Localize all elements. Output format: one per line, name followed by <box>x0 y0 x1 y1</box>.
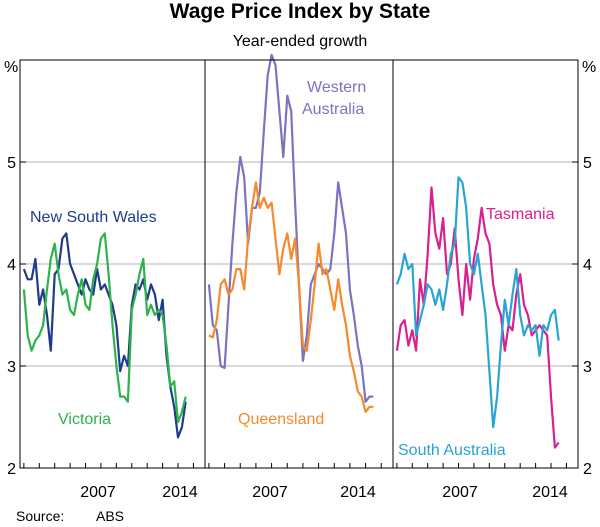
series-line-vic <box>22 232 187 424</box>
x-tick-label-p2-2014: 2014 <box>340 484 376 501</box>
series-line-sa <box>395 176 560 429</box>
y-tick-label-left-4: 4 <box>7 257 16 274</box>
series-label-tas: Tasmania <box>486 206 555 223</box>
series-line-qld <box>208 181 374 413</box>
x-tick-label-p3-2014: 2014 <box>532 484 568 501</box>
series-line-wa <box>207 53 374 403</box>
x-tick-label-p3-2007: 2007 <box>442 484 478 501</box>
y-axis-unit-right: % <box>582 59 596 76</box>
y-axis-unit-left: % <box>4 59 18 76</box>
y-tick-label-left-5: 5 <box>7 155 16 172</box>
source-value: ABS <box>96 508 124 524</box>
chart-title: Wage Price Index by State <box>170 0 431 23</box>
y-tick-label-left-2: 2 <box>7 461 16 478</box>
plot-frame <box>19 59 579 469</box>
y-tick-label-right-5: 5 <box>583 155 592 172</box>
series-label-qld: Queensland <box>238 411 324 428</box>
series-label-nsw: New South Wales <box>30 209 157 226</box>
x-tick-label-p2-2007: 2007 <box>252 484 288 501</box>
y-tick-label-right-4: 4 <box>583 257 592 274</box>
series-label-vic: Victoria <box>58 411 111 428</box>
y-tick-labels: 2 2 3 3 4 4 5 5 <box>7 155 592 478</box>
chart-subtitle: Year-ended growth <box>233 33 368 50</box>
x-tick-label-p1-2007: 2007 <box>80 484 116 501</box>
series-line-nsw <box>22 232 187 439</box>
x-tick-label-p1-2014: 2014 <box>162 484 198 501</box>
series-label-sa: South Australia <box>398 442 506 459</box>
y-tick-label-right-3: 3 <box>583 359 592 376</box>
series-label-wa-line2: Australia <box>302 101 364 118</box>
series-lines <box>22 53 560 449</box>
y-tick-label-right-2: 2 <box>583 461 592 478</box>
source-label: Source: <box>16 508 64 524</box>
y-tick-label-left-3: 3 <box>7 359 16 376</box>
series-label-wa-line1: Western <box>307 79 366 96</box>
